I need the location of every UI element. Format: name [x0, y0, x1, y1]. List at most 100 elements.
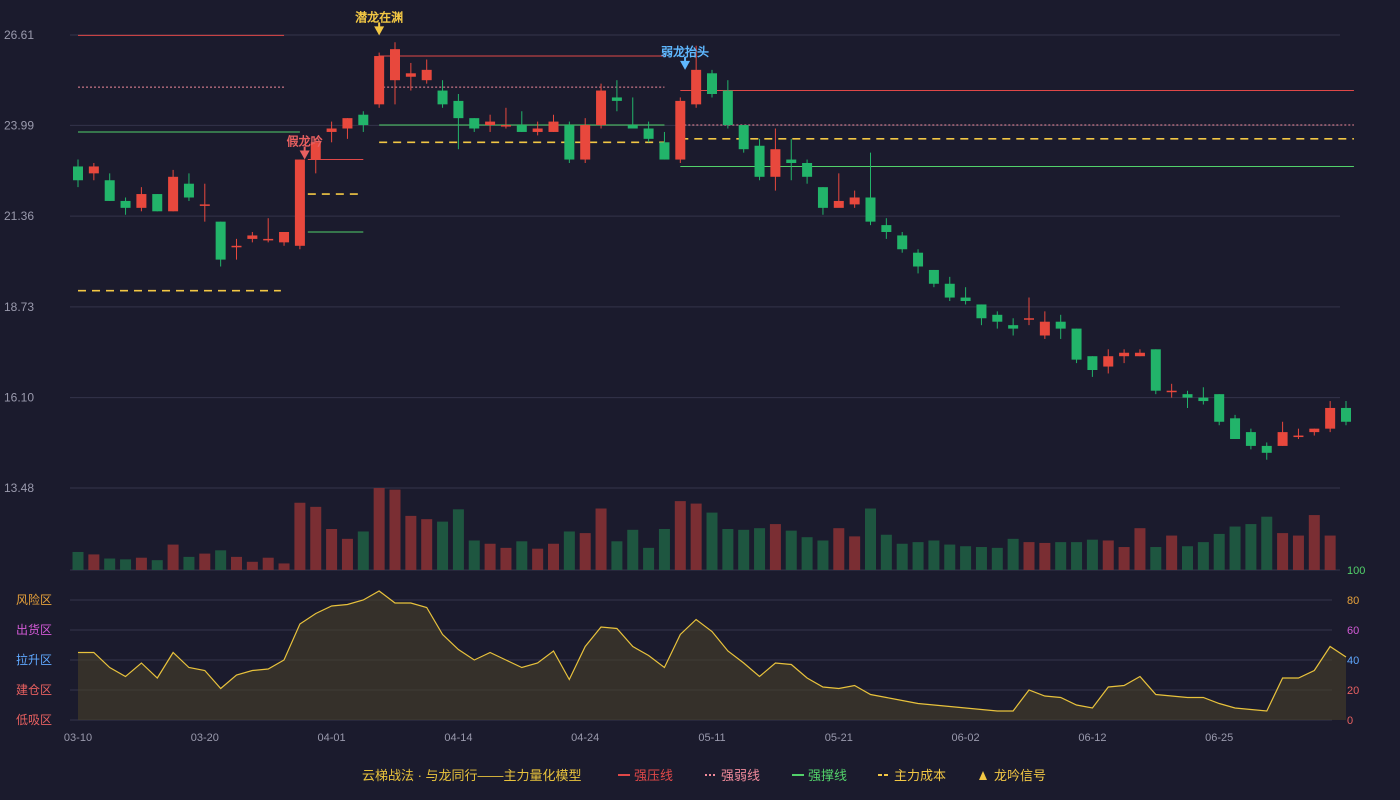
- candle-body: [611, 97, 622, 101]
- volume-bar: [769, 524, 781, 570]
- candle-body: [342, 118, 353, 129]
- candle-body: [120, 200, 131, 208]
- date-tick-label: 04-14: [444, 732, 472, 744]
- legend-item-label: 主力成本: [894, 768, 946, 783]
- volume-bar: [72, 551, 84, 570]
- candle-body: [580, 125, 591, 160]
- price-tick-label: 13.48: [4, 481, 34, 495]
- candle-body: [1055, 321, 1066, 329]
- volume-bar: [278, 563, 290, 570]
- candle-body: [786, 159, 797, 163]
- candle-body: [1024, 318, 1034, 320]
- indicator-area: [78, 591, 1346, 720]
- candle-body: [1150, 349, 1161, 391]
- volume-bar: [690, 503, 702, 570]
- date-tick-label: 03-20: [191, 732, 219, 744]
- legend-item-label: 强弱线: [721, 768, 760, 783]
- volume-bar: [294, 502, 306, 570]
- legend-title: 云梯战法 · 与龙同行——主力量化模型: [362, 768, 582, 783]
- candle-body: [770, 149, 781, 177]
- volume-bar: [167, 544, 179, 570]
- candle-body: [485, 121, 496, 126]
- date-tick-label: 05-21: [825, 732, 853, 744]
- candle-body: [469, 118, 480, 129]
- date-tick-label: 04-24: [571, 732, 599, 744]
- volume-bar: [880, 534, 892, 570]
- candle-body: [152, 194, 163, 212]
- date-tick-label: 06-02: [952, 732, 980, 744]
- candle-body: [960, 297, 971, 302]
- volume-bar: [135, 557, 147, 570]
- indicator-tick-label: 40: [1347, 655, 1359, 667]
- volume-bar: [1292, 535, 1304, 570]
- volume-bar: [1118, 547, 1130, 570]
- volume-bar: [215, 550, 227, 570]
- volume-bar: [1039, 542, 1051, 570]
- volume-bar: [1134, 528, 1146, 570]
- candle-body: [1008, 325, 1019, 329]
- candle-body: [88, 166, 99, 174]
- volume-bar: [484, 543, 496, 570]
- candle-body: [1261, 445, 1272, 453]
- price-tick-label: 23.99: [4, 118, 34, 132]
- volume-bar: [1229, 526, 1241, 570]
- signal-label: 弱龙抬头: [661, 44, 709, 59]
- candle-body: [833, 200, 844, 208]
- candle-body: [421, 69, 432, 81]
- candle-body: [817, 187, 828, 208]
- date-tick-label: 05-11: [698, 732, 725, 744]
- volume-bar: [437, 521, 449, 570]
- candle-body: [1087, 356, 1098, 371]
- volume-bar: [912, 542, 924, 570]
- volume-bar: [373, 488, 385, 570]
- volume-bar: [579, 533, 591, 570]
- candle-body: [691, 69, 702, 105]
- signal-arrow-icon: [374, 26, 385, 36]
- candle-body: [992, 314, 1003, 322]
- candle-body: [1293, 435, 1304, 438]
- candle-body: [722, 90, 733, 126]
- date-tick-label: 03-10: [64, 732, 92, 744]
- volume-bars: [70, 488, 1340, 571]
- candle-body: [1071, 328, 1082, 360]
- candle-body: [310, 142, 321, 160]
- candle-body: [73, 166, 83, 181]
- candle-body: [913, 252, 924, 267]
- candle-body: [405, 73, 416, 77]
- volume-bar: [944, 544, 956, 570]
- volume-bar: [357, 531, 369, 570]
- volume-bar: [1007, 538, 1019, 570]
- candle-body: [1325, 407, 1336, 429]
- candle-body: [1230, 418, 1241, 440]
- candle-body: [136, 194, 147, 208]
- candle-body: [231, 245, 242, 248]
- candle-body: [1198, 397, 1209, 402]
- candle-body: [1309, 428, 1320, 433]
- candle-body: [548, 121, 559, 132]
- candle-body: [390, 49, 400, 81]
- candle-body: [358, 114, 369, 126]
- candle-body: [294, 159, 305, 246]
- volume-bar: [1071, 542, 1083, 570]
- zone-label: 建仓区: [16, 683, 52, 697]
- date-tick-label: 04-01: [318, 732, 346, 744]
- volume-bar: [341, 538, 353, 570]
- volume-bar: [500, 547, 512, 570]
- candle-body: [500, 125, 511, 127]
- indicator-tick-label: 60: [1347, 625, 1359, 637]
- price-tick-label: 18.73: [4, 300, 34, 314]
- signal-label: 潜龙在渊: [355, 9, 403, 24]
- signal-label: 假龙吟: [287, 134, 323, 149]
- volume-bar: [1277, 533, 1289, 570]
- legend-item-label: 龙吟信号: [994, 768, 1046, 783]
- legend-item-label: 强撑线: [808, 768, 847, 783]
- volume-bar: [849, 536, 861, 570]
- candle-body: [881, 225, 892, 233]
- date-tick-label: 06-12: [1078, 732, 1106, 744]
- candle-body: [1134, 352, 1145, 357]
- price-tick-label: 16.10: [4, 391, 34, 405]
- candle-body: [1277, 432, 1288, 446]
- volume-bar: [738, 529, 750, 570]
- price-axis: 26.61 23.99 21.36 18.73 16.10 13.48: [4, 28, 34, 495]
